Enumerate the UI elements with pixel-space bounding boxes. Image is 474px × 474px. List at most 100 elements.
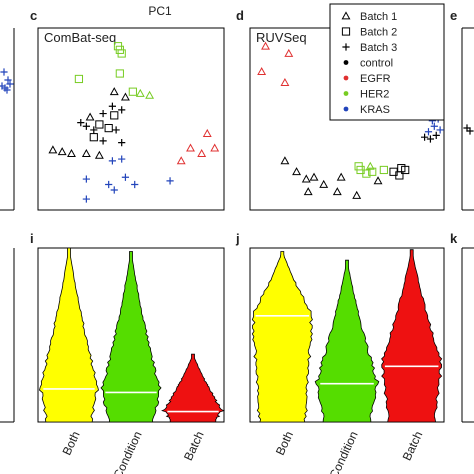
d-point-3 — [280, 77, 290, 86]
j-violin-batch — [381, 249, 443, 423]
legend-marker-6 — [343, 106, 349, 112]
d-point-22 — [395, 171, 404, 180]
d-point-6 — [301, 174, 311, 183]
d-point-12 — [336, 172, 346, 181]
c-point-19 — [104, 124, 113, 133]
left-partial-panel-bottom — [0, 248, 15, 423]
j-tick-both: Both — [273, 429, 296, 457]
right-partial-panel-bottom — [461, 247, 474, 423]
c-point-34 — [131, 180, 139, 189]
c-point-5 — [128, 87, 137, 96]
c-point-42 — [176, 156, 186, 165]
c-point-8 — [109, 87, 119, 96]
d-point-14 — [365, 161, 375, 170]
left-partial-point-1 — [4, 76, 12, 84]
c-point-30 — [118, 155, 126, 163]
legend-label-4: EGFR — [360, 73, 391, 85]
panel-c-title: ComBat-seq — [44, 30, 116, 45]
d-point-25 — [426, 135, 435, 143]
d-point-19 — [379, 165, 388, 175]
legend-label-6: KRAS — [360, 104, 390, 116]
legend-label-5: HER2 — [360, 89, 389, 101]
panel-d-points — [257, 41, 444, 199]
d-point-28 — [430, 122, 438, 130]
panel-j-violins: Both Condition Batch — [251, 249, 443, 474]
panel-letter-k: k — [450, 231, 458, 246]
c-point-3 — [115, 69, 124, 78]
panel-letter-j: j — [235, 231, 240, 246]
c-point-24 — [48, 145, 58, 154]
d-point-13 — [373, 176, 383, 185]
c-point-21 — [89, 133, 98, 142]
right-partial-point-1 — [466, 127, 474, 135]
right-partial-panel-top — [461, 27, 474, 211]
d-point-2 — [257, 67, 267, 76]
c-point-38 — [202, 128, 212, 137]
c-point-37 — [166, 177, 174, 185]
i-violin-batch — [161, 353, 225, 423]
legend-label-0: Batch 1 — [360, 11, 397, 23]
d-point-1 — [284, 48, 294, 57]
c-point-2 — [117, 49, 126, 58]
c-point-41 — [197, 148, 207, 157]
c-point-28 — [94, 150, 104, 159]
left-partial-point-0 — [0, 68, 8, 76]
c-point-15 — [77, 119, 85, 127]
c-point-29 — [108, 157, 116, 165]
legend-marker-0 — [341, 11, 351, 20]
c-point-40 — [210, 143, 220, 152]
i-tick-both: Both — [60, 429, 83, 457]
c-point-36 — [110, 186, 118, 194]
d-point-7 — [309, 172, 319, 181]
legend-label-3: control — [360, 58, 393, 70]
d-point-9 — [303, 187, 313, 196]
left-partial-point-2 — [6, 80, 14, 88]
c-point-7 — [145, 90, 155, 99]
d-point-26 — [432, 131, 440, 139]
legend-marker-4 — [343, 75, 349, 81]
c-point-33 — [105, 180, 113, 189]
legend-items: Batch 1 Batch 2 Batch 3 control EGFR HER2 KRAS — [341, 11, 397, 116]
j-violin-condition — [314, 259, 380, 423]
c-point-32 — [121, 173, 130, 181]
j-violin-both — [251, 251, 313, 423]
d-point-11 — [352, 190, 362, 199]
c-point-14 — [85, 112, 95, 121]
d-point-8 — [319, 179, 329, 188]
c-point-13 — [110, 111, 119, 120]
left-partial-kras-points — [0, 68, 14, 94]
d-point-17 — [362, 169, 371, 178]
d-point-10 — [332, 187, 342, 196]
legend-marker-2 — [342, 43, 350, 51]
d-point-4 — [280, 156, 290, 165]
pc1-axis-label: PC1 — [148, 4, 172, 18]
panel-letter-d: d — [236, 8, 244, 23]
c-point-4 — [74, 74, 84, 84]
j-tick-condition: Condition — [327, 429, 361, 474]
panel-letter-c: c — [30, 8, 37, 23]
legend-label-1: Batch 2 — [360, 27, 397, 39]
j-tick-batch: Batch — [400, 429, 426, 463]
panel-c-points — [48, 42, 220, 203]
legend-marker-1 — [341, 27, 351, 36]
panel-c-frame — [37, 27, 225, 211]
c-point-27 — [81, 148, 91, 157]
legend: Batch 1 Batch 2 Batch 3 control EGFR HER2 KRAS — [329, 3, 445, 121]
c-point-12 — [99, 109, 107, 118]
c-point-23 — [118, 139, 126, 147]
d-point-29 — [436, 126, 444, 134]
i-violin-condition — [100, 251, 162, 423]
legend-marker-3 — [343, 60, 349, 65]
legend-label-2: Batch 3 — [360, 42, 397, 54]
i-tick-condition: Condition — [111, 429, 145, 474]
i-violin-both — [39, 247, 99, 423]
c-point-35 — [82, 195, 90, 203]
d-point-18 — [368, 167, 377, 176]
d-point-5 — [292, 167, 302, 176]
c-point-10 — [108, 102, 116, 110]
legend-box — [329, 3, 445, 121]
left-partial-point-4 — [0, 82, 6, 90]
left-partial-panel-top — [0, 28, 15, 211]
c-point-31 — [82, 175, 90, 183]
